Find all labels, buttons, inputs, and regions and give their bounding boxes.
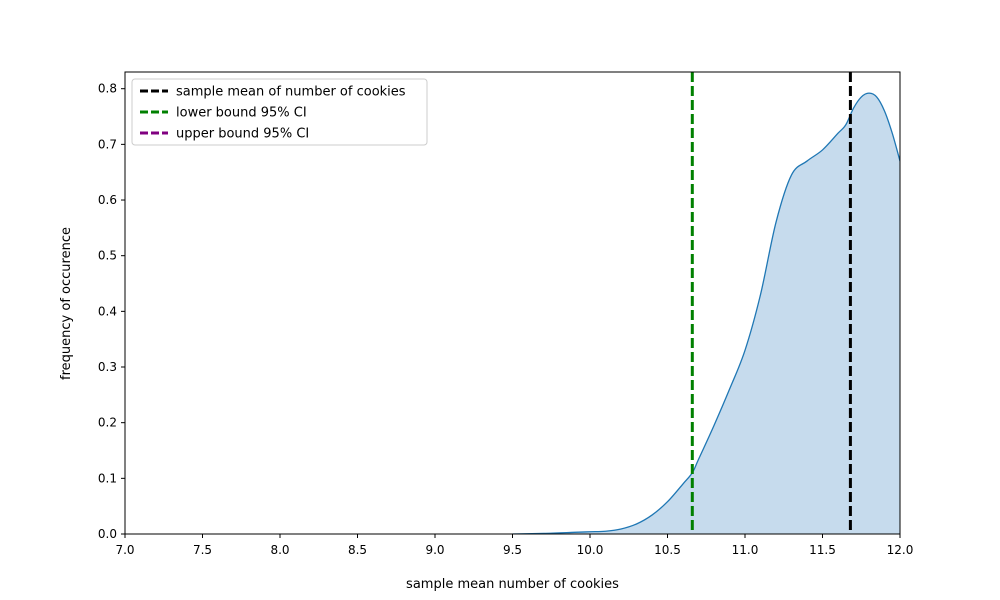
- y-tick-label: 0.6: [98, 193, 117, 207]
- axes: 7.0 7.5 8.0 8.5 9.0 9.5 10.0 10.5 11.0 11.5 12.0 0.…: [98, 71, 914, 557]
- legend-label: upper bound 95% CI: [176, 127, 309, 142]
- x-tick-label: 8.5: [348, 543, 367, 557]
- y-tick-label: 0.4: [98, 304, 117, 318]
- y-tick-label: 0.3: [98, 360, 117, 374]
- x-tick-label: 9.5: [503, 543, 522, 557]
- x-tick-label: 10.0: [577, 543, 604, 557]
- plot-area: [512, 72, 900, 534]
- x-tick-label: 8.0: [270, 543, 289, 557]
- x-tick-label: 11.0: [732, 543, 759, 557]
- y-axis-label: frequency of occurence: [59, 227, 74, 380]
- legend-label: lower bound 95% CI: [176, 106, 307, 121]
- legend-label: sample mean of number of cookies: [176, 85, 406, 100]
- y-tick-label: 0.1: [98, 471, 117, 485]
- x-tick-label: 10.5: [654, 543, 681, 557]
- legend: sample mean of number of cookies lower bo…: [131, 78, 428, 146]
- y-tick-label: 0.7: [98, 137, 117, 151]
- x-axis-label: sample mean number of cookies: [406, 577, 619, 592]
- density-curve: [512, 92, 900, 534]
- y-tick-label: 0.2: [98, 416, 117, 430]
- x-tick-label: 7.0: [115, 543, 134, 557]
- y-tick-label: 0.0: [98, 527, 117, 541]
- y-tick-label: 0.5: [98, 249, 117, 263]
- x-tick-label: 11.5: [809, 543, 836, 557]
- x-tick-label: 9.0: [425, 543, 444, 557]
- y-tick-label: 0.8: [98, 82, 117, 96]
- x-tick-label: 7.5: [193, 543, 212, 557]
- x-tick-label: 12.0: [887, 543, 914, 557]
- legend-box: [131, 78, 428, 146]
- density-area: [512, 93, 900, 534]
